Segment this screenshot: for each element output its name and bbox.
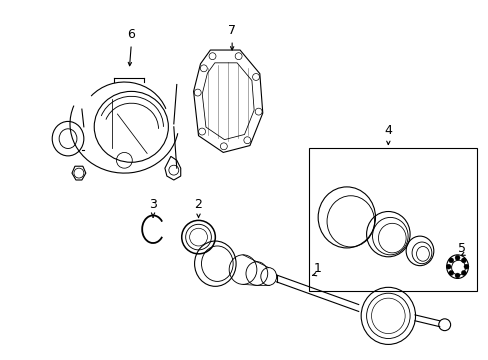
Circle shape	[445, 264, 450, 269]
Text: 1: 1	[313, 262, 321, 275]
Circle shape	[454, 255, 459, 260]
Circle shape	[461, 258, 466, 263]
Circle shape	[448, 258, 453, 263]
Circle shape	[463, 264, 468, 269]
Text: 2: 2	[194, 198, 202, 211]
Text: 6: 6	[127, 28, 135, 41]
Text: 7: 7	[228, 24, 236, 37]
Circle shape	[454, 273, 459, 278]
Bar	[308, 148, 476, 291]
Text: 4: 4	[384, 124, 391, 137]
Circle shape	[461, 270, 466, 275]
Text: 5: 5	[458, 242, 466, 255]
Circle shape	[448, 270, 453, 275]
Text: 3: 3	[149, 198, 157, 211]
